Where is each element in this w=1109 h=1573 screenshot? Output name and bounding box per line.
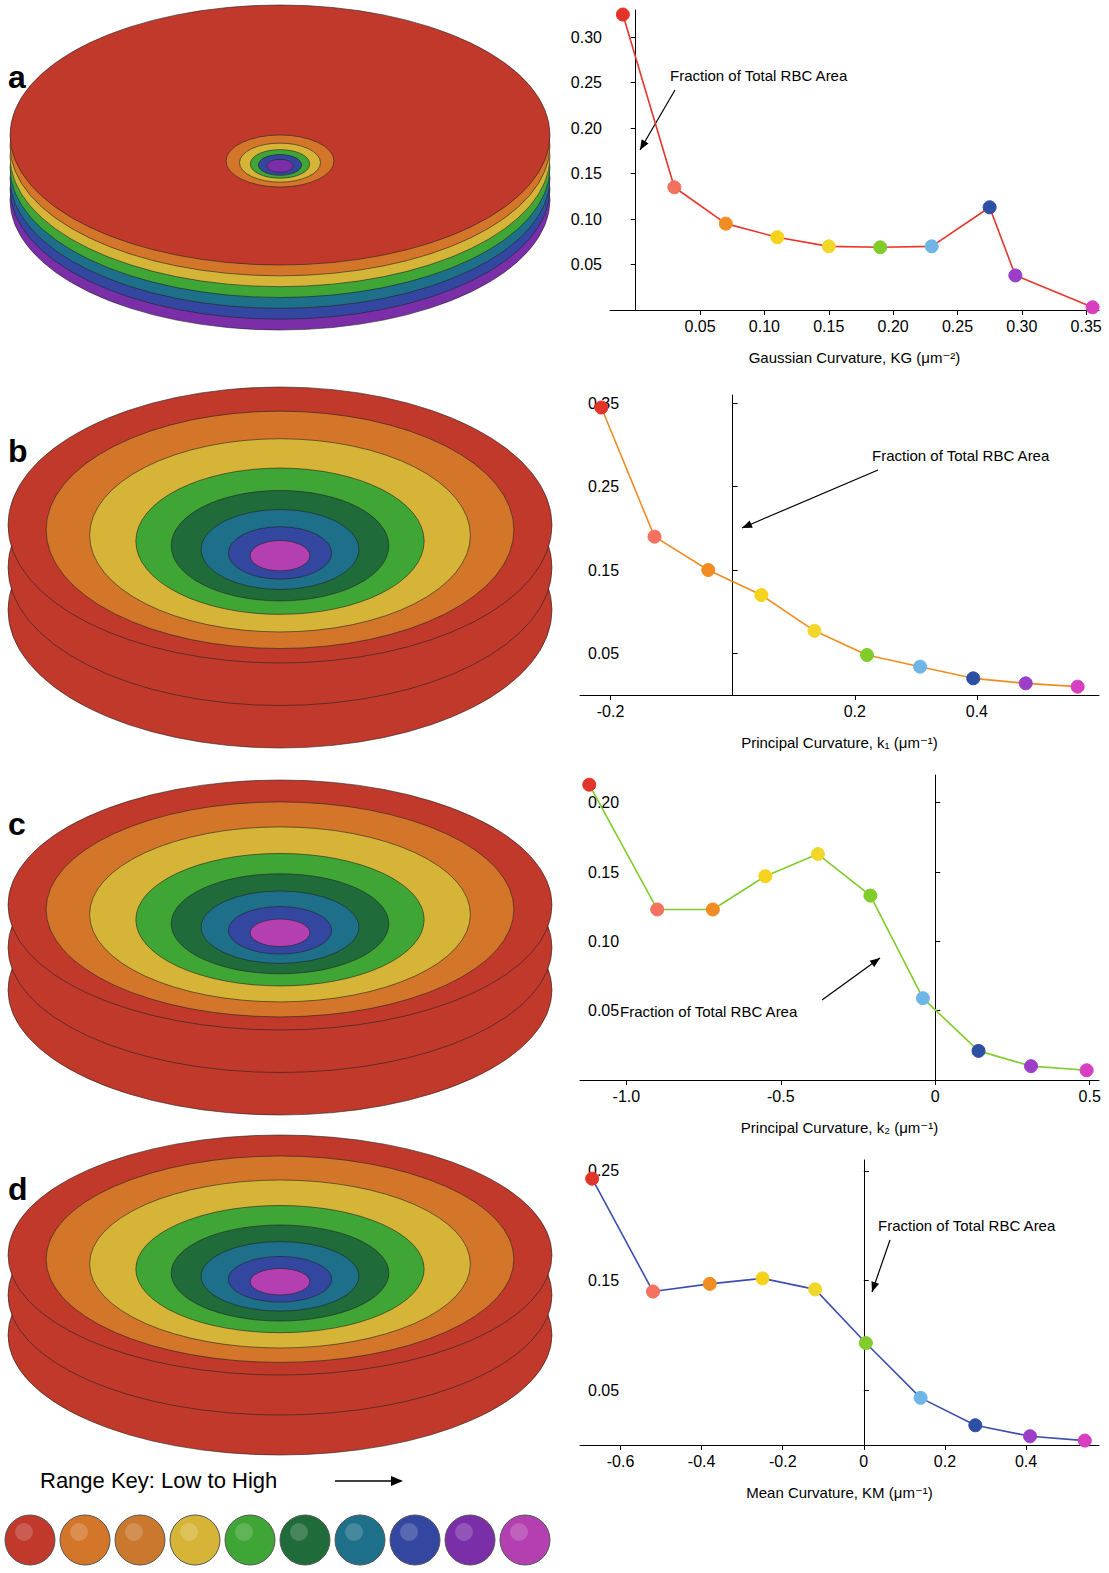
svg-text:0.25: 0.25 [942, 318, 973, 335]
svg-text:0.05: 0.05 [588, 1002, 619, 1019]
svg-text:Fraction of Total RBC Area: Fraction of Total RBC Area [872, 447, 1050, 464]
svg-text:0.25: 0.25 [588, 478, 619, 495]
svg-text:0.30: 0.30 [1006, 318, 1037, 335]
svg-text:Fraction of Total RBC Area: Fraction of Total RBC Area [878, 1217, 1056, 1234]
svg-text:-0.2: -0.2 [769, 1453, 797, 1470]
svg-text:0.5: 0.5 [1079, 1088, 1101, 1105]
svg-text:b: b [8, 433, 28, 469]
svg-text:0.10: 0.10 [749, 318, 780, 335]
svg-text:0.20: 0.20 [878, 318, 909, 335]
svg-text:Fraction of Total RBC Area: Fraction of Total RBC Area [620, 1003, 798, 1020]
svg-text:0.05: 0.05 [588, 645, 619, 662]
svg-text:Principal Curvature, k₁ (μm⁻¹): Principal Curvature, k₁ (μm⁻¹) [741, 734, 938, 751]
svg-text:a: a [8, 59, 26, 95]
svg-text:-1.0: -1.0 [613, 1088, 641, 1105]
svg-text:Gaussian Curvature, KG (μm⁻²): Gaussian Curvature, KG (μm⁻²) [749, 349, 961, 366]
svg-text:-0.5: -0.5 [767, 1088, 795, 1105]
svg-text:0.25: 0.25 [588, 1162, 620, 1180]
svg-text:0.15: 0.15 [813, 318, 844, 335]
svg-text:0.15: 0.15 [588, 562, 619, 579]
svg-text:0.05: 0.05 [588, 1382, 619, 1399]
svg-text:0.4: 0.4 [1015, 1453, 1037, 1470]
svg-text:-0.4: -0.4 [688, 1453, 716, 1470]
svg-text:0.30: 0.30 [571, 29, 602, 46]
svg-text:0.35: 0.35 [1071, 318, 1102, 335]
svg-text:0.25: 0.25 [571, 74, 602, 91]
svg-text:Mean Curvature, KM (μm⁻¹): Mean Curvature, KM (μm⁻¹) [746, 1484, 933, 1501]
svg-text:c: c [8, 806, 26, 842]
svg-text:d: d [8, 1171, 28, 1207]
svg-text:0.2: 0.2 [934, 1453, 956, 1470]
svg-text:0.15: 0.15 [588, 864, 619, 881]
svg-text:-0.6: -0.6 [607, 1453, 635, 1470]
svg-text:0.4: 0.4 [966, 703, 988, 720]
svg-text:Fraction of Total RBC Area: Fraction of Total RBC Area [670, 67, 848, 84]
svg-text:0.20: 0.20 [571, 120, 602, 137]
svg-text:0.15: 0.15 [571, 165, 602, 182]
svg-text:0.2: 0.2 [844, 703, 866, 720]
svg-text:Range Key: Low to High: Range Key: Low to High [40, 1468, 277, 1493]
svg-text:0.35: 0.35 [588, 394, 620, 412]
svg-text:0: 0 [859, 1453, 868, 1470]
svg-text:0.10: 0.10 [571, 211, 602, 228]
svg-text:Principal Curvature, k₂ (μm⁻¹): Principal Curvature, k₂ (μm⁻¹) [741, 1119, 938, 1136]
svg-text:-0.2: -0.2 [597, 703, 625, 720]
svg-text:0.05: 0.05 [571, 256, 602, 273]
svg-text:0: 0 [931, 1088, 940, 1105]
svg-text:0.05: 0.05 [685, 318, 716, 335]
svg-text:0.10: 0.10 [588, 933, 619, 950]
svg-text:0.15: 0.15 [588, 1272, 619, 1289]
svg-text:0.20: 0.20 [588, 794, 619, 811]
